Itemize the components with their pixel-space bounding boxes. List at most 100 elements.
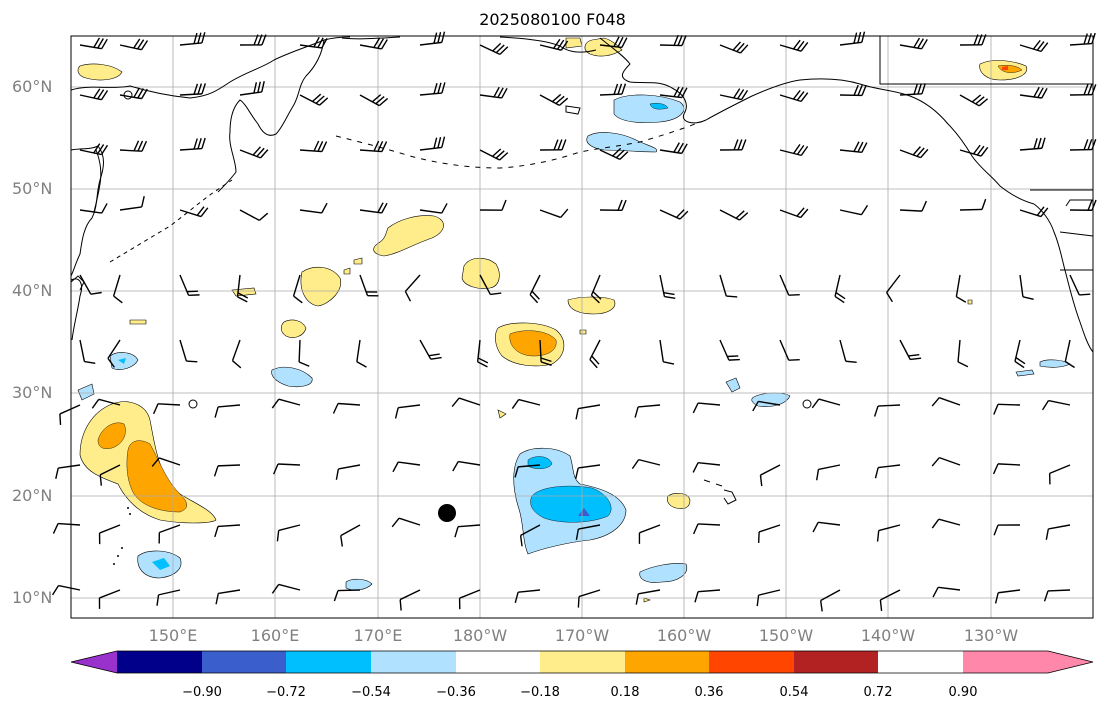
- wind-barb: [873, 404, 901, 417]
- cbar-extend-max: [1048, 651, 1093, 673]
- wind-barb: [271, 398, 301, 409]
- lat-label-40n: 40°N: [12, 281, 53, 300]
- wind-barb: [276, 524, 301, 542]
- cbar-segment-4: [371, 651, 456, 673]
- wind-barb: [692, 461, 721, 473]
- wind-barb: [634, 404, 661, 418]
- wind-barb: [479, 274, 502, 296]
- wind-barb: [292, 274, 303, 304]
- wind-barb: [834, 274, 846, 304]
- wind-barb: [577, 589, 601, 608]
- wind-barb: [959, 94, 989, 107]
- wind-barb: [756, 589, 781, 607]
- wind-barb: [79, 37, 108, 50]
- wind-barb: [719, 274, 738, 298]
- cbar-label-7: 0.36: [694, 685, 724, 700]
- cbar-label-2: −0.72: [266, 685, 306, 700]
- wind-barb: [119, 196, 145, 211]
- wind-barb: [119, 38, 149, 51]
- wind-barb: [332, 402, 361, 414]
- wind-barb: [694, 589, 721, 603]
- coast-sakhalin: [93, 149, 102, 213]
- wind-barb: [359, 202, 388, 214]
- wind-barb: [815, 464, 841, 481]
- wind-barb: [779, 274, 800, 296]
- wind-barb: [152, 403, 181, 415]
- contour-pos-180-42n: [461, 257, 500, 289]
- lon-label-170e: 170°E: [353, 626, 403, 645]
- wind-barb: [899, 83, 926, 96]
- wind-barb: [419, 82, 446, 96]
- contour-pos-philippine-sea-core: [97, 422, 187, 513]
- wind-barb: [271, 583, 301, 594]
- wind-barb: [359, 140, 388, 153]
- wind-barb: [812, 521, 841, 533]
- wind-barb: [511, 398, 541, 409]
- lat-label-50n: 50°N: [12, 179, 53, 198]
- wind-barb: [1019, 137, 1046, 151]
- lat-label-60n: 60°N: [12, 77, 53, 96]
- contour-neg-bering: [613, 94, 685, 124]
- wind-barb: [819, 589, 841, 612]
- wind-barb: [719, 209, 749, 221]
- wind-barb: [359, 274, 379, 297]
- wind-barb: [589, 339, 601, 369]
- cbar-label-3: −0.54: [351, 685, 391, 700]
- wind-barb: [599, 36, 628, 49]
- cbar-label-9: 0.72: [863, 685, 893, 700]
- wind-barb: [215, 589, 241, 605]
- wind-barb: [514, 464, 541, 478]
- wind-barb: [98, 524, 121, 545]
- wind-barb: [98, 589, 121, 609]
- wind-barb: [757, 524, 781, 543]
- wind-barb: [899, 200, 928, 212]
- wind-barb: [51, 584, 81, 596]
- wind-barb: [214, 524, 241, 538]
- wind-barb: [419, 136, 446, 151]
- wind-barb: [839, 205, 869, 216]
- cbar-extend-min: [71, 651, 117, 673]
- lat-label-10n: 10°N: [12, 588, 53, 607]
- wind-barb: [399, 589, 421, 611]
- wind-barb: [1041, 399, 1071, 411]
- wind-barb: [886, 274, 901, 303]
- wind-barb: [340, 524, 361, 547]
- wind-barb: [899, 146, 929, 159]
- wind-barb: [79, 274, 102, 295]
- wind-barb: [599, 147, 629, 161]
- wind-barb: [1014, 339, 1026, 369]
- wind-barb: [759, 464, 781, 487]
- wind-barb: [298, 339, 310, 367]
- wind-barb: [539, 139, 567, 151]
- map-title: 2025080100 F048: [479, 10, 626, 29]
- wind-barb: [931, 396, 961, 407]
- wind-barb: [659, 339, 675, 365]
- graticule: [71, 36, 1093, 618]
- wind-barb: [299, 93, 329, 106]
- wind-barb: [955, 274, 967, 303]
- wind-barb: [599, 83, 627, 96]
- wind-barb: [404, 274, 421, 302]
- wind-barb: [479, 42, 509, 55]
- wind-barb: [659, 209, 689, 220]
- wind-barb: [299, 36, 328, 49]
- lat-label-20n: 20°N: [12, 486, 53, 505]
- contour-pos-172w-37n: [567, 296, 616, 315]
- wind-barb: [874, 464, 901, 479]
- contour-pos-170e-40n: [300, 266, 341, 307]
- lon-label-150w: 150°W: [758, 626, 814, 645]
- wind-barb: [994, 589, 1021, 604]
- wind-barb: [479, 148, 509, 161]
- wind-barb: [179, 206, 209, 218]
- wind-barb: [454, 524, 481, 538]
- wind-barb: [419, 339, 442, 360]
- wind-barb: [156, 589, 181, 606]
- wind-barb: [419, 203, 448, 214]
- lon-label-130w: 130°W: [963, 626, 1019, 645]
- wind-barb: [452, 460, 481, 472]
- wind-barb: [79, 203, 108, 214]
- contour-neg-aleutian: [586, 132, 658, 153]
- wind-barb: [231, 339, 242, 369]
- kuril-islands: [109, 179, 233, 263]
- cbar-segment-9: [794, 651, 878, 673]
